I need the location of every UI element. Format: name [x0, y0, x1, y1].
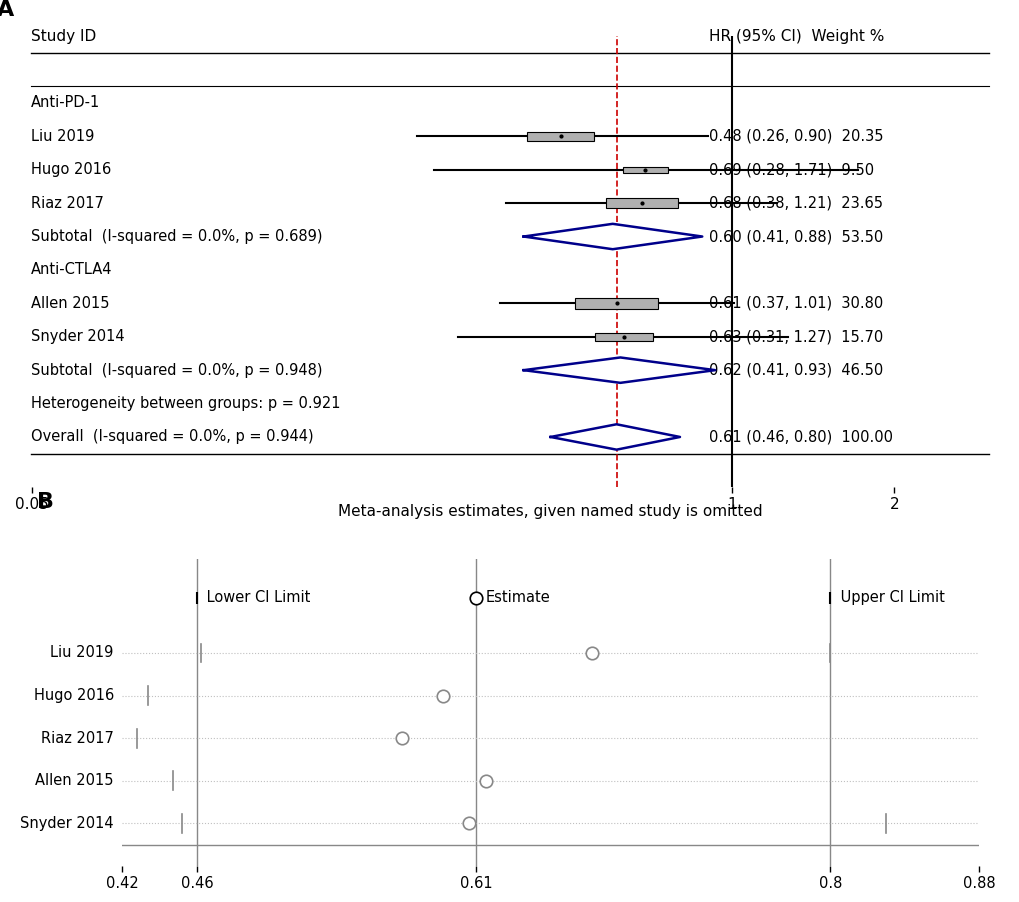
Text: Overall  (I-squared = 0.0%, p = 0.944): Overall (I-squared = 0.0%, p = 0.944) [31, 429, 313, 445]
Text: 0.68 (0.38, 1.21)  23.65: 0.68 (0.38, 1.21) 23.65 [709, 196, 882, 211]
Text: 0.60 (0.41, 0.88)  53.50: 0.60 (0.41, 0.88) 53.50 [709, 229, 882, 244]
Text: Hugo 2016: Hugo 2016 [34, 688, 114, 703]
Text: Subtotal  (I-squared = 0.0%, p = 0.689): Subtotal (I-squared = 0.0%, p = 0.689) [31, 229, 322, 244]
Polygon shape [523, 357, 714, 382]
Text: 0.48 (0.26, 0.90)  20.35: 0.48 (0.26, 0.90) 20.35 [709, 129, 883, 143]
Text: 0.69 (0.28, 1.71)  9.50: 0.69 (0.28, 1.71) 9.50 [709, 162, 873, 177]
Text: B: B [37, 492, 54, 511]
Text: 0.61 (0.46, 0.80)  100.00: 0.61 (0.46, 0.80) 100.00 [709, 429, 893, 445]
Bar [622, 167, 667, 172]
Text: Liu 2019: Liu 2019 [50, 646, 114, 660]
Text: Study ID: Study ID [31, 29, 96, 43]
Text: Estimate: Estimate [485, 590, 550, 605]
Text: 0.63 (0.31, 1.27)  15.70: 0.63 (0.31, 1.27) 15.70 [709, 329, 882, 345]
Bar [527, 132, 593, 141]
Text: HR (95% CI)  Weight %: HR (95% CI) Weight % [709, 29, 883, 43]
Text: A: A [0, 0, 14, 20]
Bar [575, 298, 657, 308]
Text: Anti-CTLA4: Anti-CTLA4 [31, 262, 112, 278]
Text: Allen 2015: Allen 2015 [36, 773, 114, 788]
Text: Meta-analysis estimates, given named study is omitted: Meta-analysis estimates, given named stu… [338, 504, 762, 520]
Text: Subtotal  (I-squared = 0.0%, p = 0.948): Subtotal (I-squared = 0.0%, p = 0.948) [31, 363, 322, 378]
Polygon shape [523, 224, 701, 249]
Text: Lower CI Limit: Lower CI Limit [203, 590, 311, 605]
Text: Upper CI Limit: Upper CI Limit [835, 590, 944, 605]
Bar [605, 198, 678, 207]
Text: Liu 2019: Liu 2019 [31, 129, 94, 143]
Text: Snyder 2014: Snyder 2014 [31, 329, 124, 345]
Text: Riaz 2017: Riaz 2017 [41, 731, 114, 746]
Text: Hugo 2016: Hugo 2016 [31, 162, 111, 177]
Text: Snyder 2014: Snyder 2014 [20, 815, 114, 831]
Text: Allen 2015: Allen 2015 [31, 296, 109, 311]
Text: 0.62 (0.41, 0.93)  46.50: 0.62 (0.41, 0.93) 46.50 [709, 363, 882, 378]
Text: 0.61 (0.37, 1.01)  30.80: 0.61 (0.37, 1.01) 30.80 [709, 296, 882, 311]
Text: Riaz 2017: Riaz 2017 [31, 196, 103, 211]
Text: Heterogeneity between groups: p = 0.921: Heterogeneity between groups: p = 0.921 [31, 396, 339, 411]
Bar [594, 333, 653, 341]
Polygon shape [550, 424, 680, 450]
Text: Anti-PD-1: Anti-PD-1 [31, 96, 100, 110]
